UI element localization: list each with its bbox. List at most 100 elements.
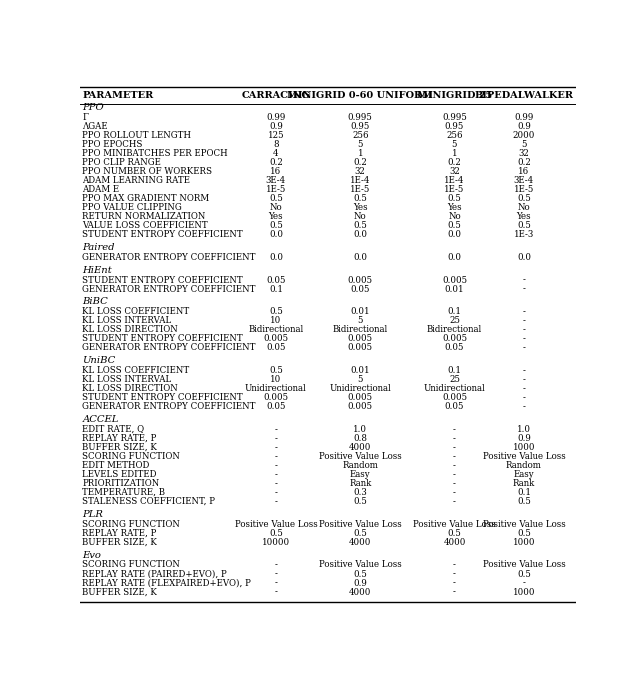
- Text: 0.05: 0.05: [266, 402, 285, 411]
- Text: 0.0: 0.0: [269, 230, 283, 239]
- Text: REPLAY RATE, P: REPLAY RATE, P: [83, 529, 157, 538]
- Text: SCORING FUNCTION: SCORING FUNCTION: [83, 560, 180, 569]
- Text: 0.5: 0.5: [353, 569, 367, 579]
- Text: VALUE LOSS COEFFICIENT: VALUE LOSS COEFFICIENT: [83, 221, 208, 230]
- Text: PPO ROLLOUT LENGTH: PPO ROLLOUT LENGTH: [83, 131, 191, 140]
- Text: 5: 5: [521, 140, 527, 149]
- Text: ADAM LEARNING RATE: ADAM LEARNING RATE: [83, 176, 191, 185]
- Text: -: -: [522, 366, 525, 375]
- Text: 32: 32: [449, 167, 460, 176]
- Text: 10: 10: [270, 316, 282, 326]
- Text: 16: 16: [518, 167, 529, 176]
- Text: 1E-3: 1E-3: [514, 230, 534, 239]
- Text: STALENESS COEFFICIENT, Ρ: STALENESS COEFFICIENT, Ρ: [83, 497, 216, 506]
- Text: 3E-4: 3E-4: [514, 176, 534, 185]
- Text: 0.2: 0.2: [517, 158, 531, 167]
- Text: 25: 25: [449, 316, 460, 326]
- Text: 0.9: 0.9: [517, 434, 531, 443]
- Text: 0.005: 0.005: [442, 276, 467, 285]
- Text: 0.2: 0.2: [353, 158, 367, 167]
- Text: 0.005: 0.005: [442, 334, 467, 343]
- Text: 0.1: 0.1: [269, 285, 283, 294]
- Text: SCORING FUNCTION: SCORING FUNCTION: [83, 520, 180, 528]
- Text: 0.8: 0.8: [353, 434, 367, 443]
- Text: PLR: PLR: [83, 510, 103, 519]
- Text: Yes: Yes: [353, 203, 367, 212]
- Text: 0.5: 0.5: [517, 194, 531, 203]
- Text: 32: 32: [355, 167, 365, 176]
- Text: STUDENT ENTROPY COEFFICIENT: STUDENT ENTROPY COEFFICIENT: [83, 276, 243, 285]
- Text: 10000: 10000: [262, 538, 290, 547]
- Text: No: No: [269, 203, 282, 212]
- Text: 256: 256: [352, 131, 369, 140]
- Text: HiEnt: HiEnt: [83, 266, 112, 275]
- Text: BUFFER SIZE, K: BUFFER SIZE, K: [83, 538, 157, 547]
- Text: 0.995: 0.995: [348, 112, 372, 122]
- Text: Unidirectional: Unidirectional: [245, 384, 307, 393]
- Text: BiBC: BiBC: [83, 298, 108, 306]
- Text: -: -: [522, 579, 525, 588]
- Text: 1E-5: 1E-5: [350, 185, 371, 194]
- Text: Positive Value Loss: Positive Value Loss: [483, 560, 565, 569]
- Text: 0.05: 0.05: [266, 276, 285, 285]
- Text: No: No: [354, 212, 367, 221]
- Text: Positive Value Loss: Positive Value Loss: [483, 452, 565, 461]
- Text: 0.2: 0.2: [447, 158, 461, 167]
- Text: KL LOSS INTERVAL: KL LOSS INTERVAL: [83, 375, 172, 384]
- Text: Positive Value Loss: Positive Value Loss: [234, 520, 317, 528]
- Text: REPLAY RATE, P: REPLAY RATE, P: [83, 434, 157, 443]
- Text: 1000: 1000: [513, 588, 535, 597]
- Text: 0.5: 0.5: [353, 529, 367, 538]
- Text: Evo: Evo: [83, 551, 101, 560]
- Text: 1000: 1000: [513, 538, 535, 547]
- Text: 0.9: 0.9: [517, 122, 531, 131]
- Text: 1.0: 1.0: [353, 425, 367, 434]
- Text: -: -: [522, 316, 525, 326]
- Text: 1E-5: 1E-5: [266, 185, 286, 194]
- Text: 5: 5: [452, 140, 457, 149]
- Text: 0.995: 0.995: [442, 112, 467, 122]
- Text: 0.5: 0.5: [269, 221, 283, 230]
- Text: 0.005: 0.005: [348, 402, 373, 411]
- Text: -: -: [275, 452, 277, 461]
- Text: Positive Value Loss: Positive Value Loss: [319, 520, 402, 528]
- Text: KL LOSS DIRECTION: KL LOSS DIRECTION: [83, 326, 178, 334]
- Text: Bidirectional: Bidirectional: [427, 326, 482, 334]
- Text: PPO MINIBATCHES PER EPOCH: PPO MINIBATCHES PER EPOCH: [83, 149, 228, 158]
- Text: -: -: [275, 588, 277, 597]
- Text: 0.005: 0.005: [348, 343, 373, 352]
- Text: -: -: [453, 560, 456, 569]
- Text: GENERATOR ENTROPY COEFFICIENT: GENERATOR ENTROPY COEFFICIENT: [83, 285, 256, 294]
- Text: 25: 25: [449, 375, 460, 384]
- Text: 5: 5: [358, 375, 363, 384]
- Text: Unidirectional: Unidirectional: [424, 384, 485, 393]
- Text: 0.05: 0.05: [445, 343, 464, 352]
- Text: 16: 16: [270, 167, 282, 176]
- Text: BUFFER SIZE, K: BUFFER SIZE, K: [83, 588, 157, 597]
- Text: Random: Random: [506, 461, 542, 470]
- Text: Γ: Γ: [83, 112, 88, 122]
- Text: PRIORITIZATION: PRIORITIZATION: [83, 479, 160, 488]
- Text: -: -: [453, 470, 456, 479]
- Text: 0.005: 0.005: [442, 393, 467, 402]
- Text: ACCEL: ACCEL: [83, 415, 119, 424]
- Text: -: -: [453, 452, 456, 461]
- Text: 0.0: 0.0: [353, 230, 367, 239]
- Text: ADAM Ε: ADAM Ε: [83, 185, 120, 194]
- Text: 0.005: 0.005: [263, 334, 289, 343]
- Text: CARRACING: CARRACING: [241, 91, 310, 100]
- Text: PPO VALUE CLIPPING: PPO VALUE CLIPPING: [83, 203, 182, 212]
- Text: 0.005: 0.005: [263, 393, 289, 402]
- Text: -: -: [453, 488, 456, 497]
- Text: 0.2: 0.2: [269, 158, 283, 167]
- Text: Yes: Yes: [269, 212, 284, 221]
- Text: 0.5: 0.5: [447, 221, 461, 230]
- Text: REPLAY RATE (PAIRED+EVO), P: REPLAY RATE (PAIRED+EVO), P: [83, 569, 227, 579]
- Text: Random: Random: [342, 461, 378, 470]
- Text: -: -: [275, 560, 277, 569]
- Text: Unidirectional: Unidirectional: [330, 384, 391, 393]
- Text: PPO CLIP RANGE: PPO CLIP RANGE: [83, 158, 161, 167]
- Text: 0.1: 0.1: [517, 488, 531, 497]
- Text: 0.5: 0.5: [269, 307, 283, 316]
- Text: Bidirectional: Bidirectional: [248, 326, 303, 334]
